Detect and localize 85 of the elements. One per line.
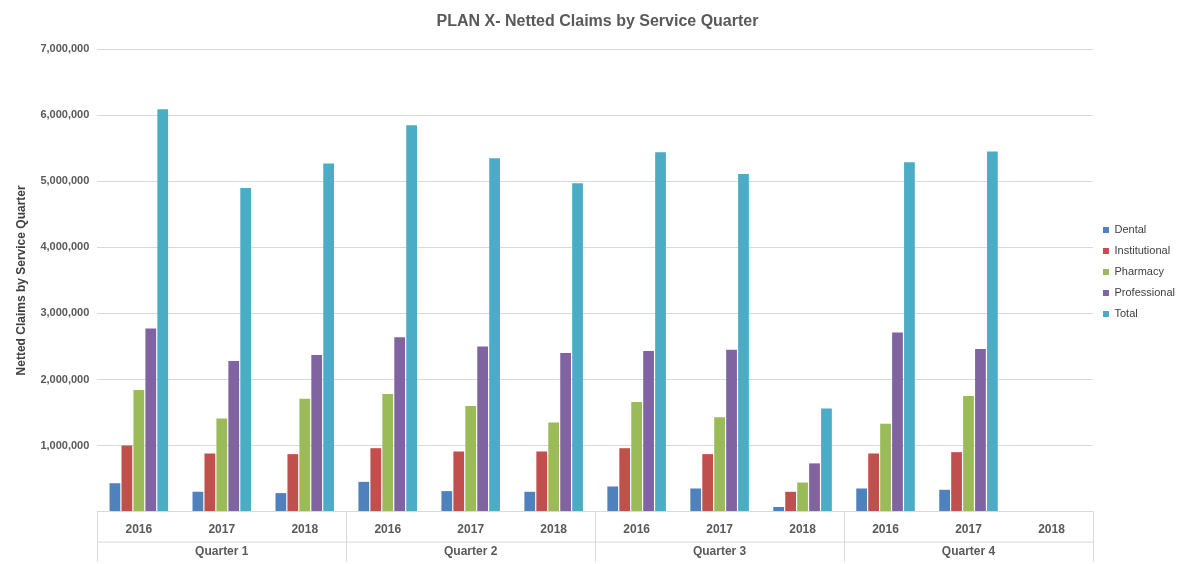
bar [192, 491, 204, 512]
bar [228, 360, 240, 512]
bar [738, 174, 749, 512]
bar [821, 408, 832, 512]
bar [987, 151, 998, 512]
x-tick-label: 2016 [623, 522, 651, 537]
bar [773, 506, 785, 512]
bar [809, 463, 820, 512]
bar [394, 337, 406, 512]
bar [560, 353, 571, 512]
y-tick-label: 1,000,000 [40, 438, 90, 451]
text: Quarter 3 [692, 543, 747, 558]
bar [216, 418, 228, 512]
bar [370, 448, 382, 512]
x-tick-label: 2017 [706, 522, 734, 537]
bar [785, 491, 796, 512]
x-tick-label: 2016 [872, 522, 900, 537]
bar [655, 152, 666, 512]
bar [441, 491, 453, 512]
y-tick-label: 5,000,000 [40, 174, 90, 187]
x-tick-label: 2017 [208, 522, 236, 537]
legend-label: Total [1114, 307, 1138, 320]
x-tick-label: 2018 [1038, 522, 1066, 537]
bar [406, 125, 417, 512]
bar [880, 423, 891, 512]
bar [287, 454, 299, 512]
bar [204, 453, 216, 512]
y-tick-label: 7,000,000 [40, 42, 90, 55]
bar [465, 405, 477, 512]
bar [489, 158, 500, 512]
bar [358, 481, 370, 512]
bar [382, 394, 394, 512]
bar [548, 422, 560, 512]
bar [963, 396, 974, 512]
bar [868, 453, 879, 512]
bar [631, 401, 643, 512]
bar [939, 489, 950, 512]
chart-title: PLAN X- Netted Claims by Service Quarter [436, 12, 759, 30]
x-tick-label: 2018 [291, 522, 319, 537]
legend-label: Dental [1114, 223, 1147, 236]
x-tick-label: 2018 [540, 522, 568, 537]
bar [121, 445, 133, 512]
y-tick-label: 4,000,000 [40, 240, 90, 253]
bar [572, 183, 583, 512]
legend-label: Professional [1114, 286, 1176, 299]
bar [619, 448, 631, 512]
bar [323, 163, 335, 512]
bar [299, 398, 311, 512]
x-tick-label: 2016 [125, 522, 153, 537]
bar [702, 454, 714, 512]
bar [536, 451, 548, 512]
bar [892, 332, 903, 512]
bar [904, 162, 915, 512]
bar [607, 486, 619, 512]
text: Quarter 4 [941, 543, 996, 558]
x-tick-label: 2016 [374, 522, 402, 537]
legend-label: Institutional [1114, 244, 1171, 257]
bar [714, 417, 725, 512]
bar [157, 109, 169, 512]
bar [975, 349, 986, 512]
x-tick-label: 2017 [457, 522, 485, 537]
text: Quarter 2 [444, 543, 498, 558]
bar [643, 351, 654, 512]
bar [240, 187, 252, 512]
bar [951, 452, 962, 512]
y-tick-label: 2,000,000 [40, 372, 90, 385]
y-axis-title: Netted Claims by Service Quarter [13, 185, 28, 376]
bar [690, 488, 702, 512]
bar [453, 451, 465, 512]
x-tick-label: 2018 [789, 522, 817, 537]
y-tick-label: 6,000,000 [40, 108, 90, 121]
bar [133, 390, 145, 512]
bar [477, 346, 489, 512]
x-tick-label: 2017 [955, 522, 983, 537]
y-tick-label: 3,000,000 [40, 306, 90, 319]
bar [797, 482, 808, 512]
bar [145, 328, 157, 512]
legend-label: Pharmacy [1114, 265, 1165, 278]
text: Quarter 1 [195, 543, 249, 558]
bar [524, 491, 536, 512]
bar [311, 355, 323, 512]
bar [726, 349, 737, 512]
bar [275, 493, 287, 512]
bar [856, 488, 868, 512]
bar [109, 483, 121, 512]
